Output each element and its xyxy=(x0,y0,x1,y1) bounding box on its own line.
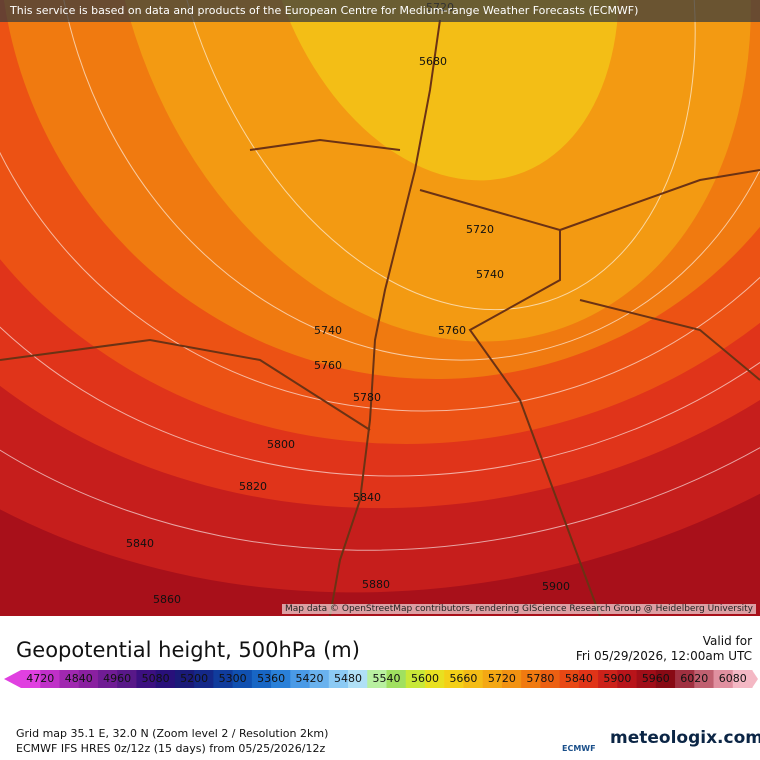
colorbar-swatch xyxy=(271,670,291,688)
colorbar-swatch xyxy=(251,670,272,688)
colorbar-swatch xyxy=(194,670,214,688)
colorbar-label: 5780 xyxy=(526,672,554,685)
contour-label: 5760 xyxy=(314,359,342,372)
contour-label: 5760 xyxy=(438,324,466,337)
colorbar-label: 4840 xyxy=(65,672,93,685)
colorbar-swatch xyxy=(559,670,580,688)
colorbar-swatch xyxy=(482,670,503,688)
contour-label: 5720 xyxy=(466,223,494,236)
colorbar-label: 5720 xyxy=(488,672,516,685)
colorbar-swatch xyxy=(213,670,234,688)
colorbar-swatch xyxy=(309,670,330,688)
colorbar-swatch xyxy=(713,670,734,688)
colorbar-swatch xyxy=(675,670,695,688)
title: Geopotential height, 500hPa (m) xyxy=(16,638,360,662)
colorbar-label: 5660 xyxy=(449,672,477,685)
colorbar-swatch xyxy=(463,670,484,688)
colorbar-label: 6080 xyxy=(719,672,747,685)
model-info: ECMWF IFS HRES 0z/12z (15 days) from 05/… xyxy=(16,742,326,755)
colorbar-swatch xyxy=(540,670,561,688)
colorbar-label: 5540 xyxy=(373,672,401,685)
colorbar-swatch xyxy=(21,670,41,688)
colorbar-label: 5420 xyxy=(296,672,324,685)
colorbar-swatch xyxy=(578,670,599,688)
contour-label: 5840 xyxy=(126,537,154,550)
colorbar-label: 5360 xyxy=(257,672,285,685)
contour-label: 5900 xyxy=(542,580,570,593)
colorbar-label: 6020 xyxy=(680,672,708,685)
contour-label: 5740 xyxy=(476,268,504,281)
contour-label: 5860 xyxy=(153,593,181,606)
colorbar-swatch xyxy=(232,670,253,688)
contour-label: 5800 xyxy=(267,438,295,451)
colorbar-arrow-left xyxy=(4,670,21,688)
valid-label: Valid for xyxy=(702,634,752,648)
colorbar-swatch xyxy=(732,670,753,688)
contour-label: 5740 xyxy=(314,324,342,337)
colorbar-swatch xyxy=(636,670,657,688)
colorbar-swatch xyxy=(40,670,60,688)
colorbar-swatch xyxy=(501,670,522,688)
colorbar-swatch xyxy=(97,670,118,688)
footer: Grid map 35.1 E, 32.0 N (Zoom level 2 / … xyxy=(16,726,328,756)
valid-time: Fri 05/29/2026, 12:00am UTC xyxy=(575,649,752,663)
colorbar-swatch xyxy=(348,670,368,688)
grid-info: Grid map 35.1 E, 32.0 N (Zoom level 2 / … xyxy=(16,727,329,740)
colorbar-swatch xyxy=(521,670,541,688)
height-bands xyxy=(0,0,760,593)
colorbar-swatch xyxy=(155,670,176,688)
contour-label: 5780 xyxy=(353,391,381,404)
colorbar-label: 5200 xyxy=(180,672,208,685)
colorbar-label: 5600 xyxy=(411,672,439,685)
valid: Valid for Fri 05/29/2026, 12:00am UTC xyxy=(576,634,752,664)
borders xyxy=(0,19,760,616)
colorbar-label: 5840 xyxy=(565,672,593,685)
map-credit: Map data © OpenStreetMap contributors, r… xyxy=(282,604,756,614)
colorbar-swatch xyxy=(598,670,618,688)
colorbar-swatch xyxy=(405,670,426,688)
colorbar-swatch xyxy=(367,670,387,688)
banner: This service is based on data and produc… xyxy=(0,0,760,22)
contour-label: 5840 xyxy=(353,491,381,504)
colorbar-swatch xyxy=(174,670,195,688)
ecmwf-logo: ECMWF xyxy=(562,744,596,753)
colorbar-label: 5300 xyxy=(219,672,247,685)
colorbar-swatch xyxy=(694,670,715,688)
colorbar-label: 5080 xyxy=(142,672,170,685)
colorbar-swatch xyxy=(655,670,676,688)
contour-label: 5820 xyxy=(239,480,267,493)
colorbar-swatch xyxy=(78,670,99,688)
colorbar-label: 5900 xyxy=(603,672,631,685)
colorbar-swatch xyxy=(386,670,407,688)
colorbar-arrow-right xyxy=(752,670,758,688)
colorbar-swatch xyxy=(290,670,311,688)
contour-labels: 5720568057205740574057605760578058005820… xyxy=(126,1,570,606)
colorbar-label: 5480 xyxy=(334,672,362,685)
colorbar-swatch xyxy=(136,670,157,688)
colorbar-swatch xyxy=(117,670,137,688)
colorbar-swatch xyxy=(617,670,638,688)
colorbar-swatch xyxy=(59,670,80,688)
colorbar-label: 4960 xyxy=(103,672,131,685)
contour-label: 5880 xyxy=(362,578,390,591)
colorbar-swatch xyxy=(424,670,445,688)
colorbar-label: 5960 xyxy=(642,672,670,685)
brand: meteologix.com xyxy=(610,728,760,748)
colorbar: 4720 4840 4960 5080 5200 5300 5360 5420 5480 5540… xyxy=(4,670,758,688)
map: 5720568057205740574057605760578058005820… xyxy=(0,0,760,616)
contour-label: 5680 xyxy=(419,55,447,68)
colorbar-swatch xyxy=(328,670,349,688)
colorbar-label: 4720 xyxy=(26,672,54,685)
colorbar-swatch xyxy=(444,670,464,688)
